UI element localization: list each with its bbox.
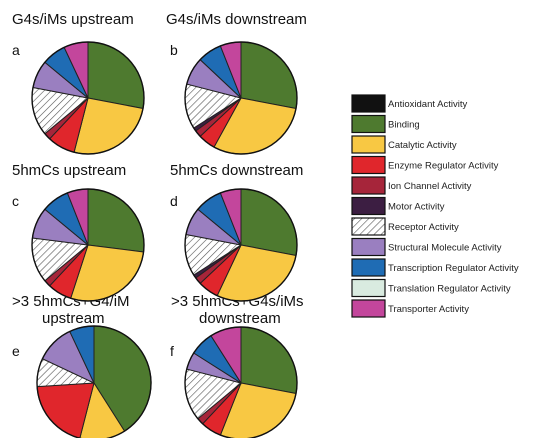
- legend-swatch-structural-molecule-activity: [351, 237, 386, 257]
- legend-swatch-ion-channel-activity: [351, 176, 386, 195]
- panel-e-letter: e: [12, 343, 20, 359]
- panel-a-title: G4s/iMs upstream: [12, 11, 134, 28]
- pie-d-outline: [184, 188, 298, 302]
- legend-swatch-binding: [351, 114, 386, 134]
- legend-label-transporter-activity: Transporter Activity: [388, 304, 469, 315]
- pie-c-slice-binding: [87, 188, 145, 253]
- legend-label-enzyme-regulator-activity: Enzyme Regulator Activity: [388, 161, 499, 172]
- legend: Antioxidant Activity Binding Catalytic Act…: [351, 94, 519, 318]
- legend-swatch-antioxidant-activity: [351, 94, 386, 113]
- legend-label-transcription-regulator-activity: Transcription Regulator Activity: [388, 263, 519, 274]
- legend-swatch-transcription-regulator-activity: [351, 258, 386, 277]
- legend-label-structural-molecule-activity: Structural Molecule Activity: [388, 243, 502, 254]
- panel-d-title: 5hmCs downstream: [170, 162, 303, 179]
- panel-c-title: 5hmCs upstream: [12, 162, 126, 179]
- pie-chart-d: [184, 188, 298, 302]
- pie-c-outline: [31, 188, 145, 302]
- pie-f-slice-binding: [240, 326, 298, 395]
- pie-chart-a: [31, 41, 145, 155]
- panel-a-letter: a: [12, 42, 20, 58]
- pie-b-slice-binding: [240, 41, 298, 110]
- panel-d-letter: d: [170, 193, 178, 209]
- pie-d-slice-binding: [240, 188, 298, 257]
- legend-label-receptor-activity: Receptor Activity: [388, 222, 459, 233]
- legend-swatch-catalytic-activity: [351, 135, 386, 154]
- pie-f-outline: [184, 326, 298, 438]
- pie-chart-f: [184, 326, 298, 438]
- panel-b-title: G4s/iMs downstream: [166, 11, 307, 28]
- legend-label-antioxidant-activity: Antioxidant Activity: [388, 99, 467, 110]
- legend-label-ion-channel-activity: Ion Channel Activity: [388, 181, 472, 192]
- pie-e-outline: [36, 325, 152, 438]
- legend-label-catalytic-activity: Catalytic Activity: [388, 140, 457, 151]
- legend-swatch-enzyme-regulator-activity: [351, 155, 386, 175]
- legend-swatch-translation-regulator-activity: [351, 278, 386, 298]
- pie-chart-b: [184, 41, 298, 155]
- panel-b-letter: b: [170, 42, 178, 58]
- panel-f-letter: f: [170, 343, 174, 359]
- legend-swatch-transporter-activity: [351, 299, 386, 318]
- legend-label-binding: Binding: [388, 120, 420, 131]
- legend-label-translation-regulator-activity: Translation Regulator Activity: [388, 284, 511, 295]
- legend-swatch-receptor-activity: [351, 217, 386, 236]
- pie-chart-c: [31, 188, 145, 302]
- pie-chart-e: [36, 325, 152, 438]
- legend-swatch-motor-activity: [351, 196, 386, 216]
- pie-a-outline: [31, 41, 145, 155]
- pie-b-outline: [184, 41, 298, 155]
- legend-label-motor-activity: Motor Activity: [388, 202, 445, 213]
- panel-c-letter: c: [12, 193, 19, 209]
- pie-a-slice-binding: [87, 41, 145, 110]
